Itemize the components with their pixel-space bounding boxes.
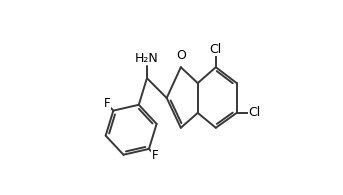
Text: F: F xyxy=(152,149,158,162)
Text: Cl: Cl xyxy=(248,106,260,119)
Text: Cl: Cl xyxy=(210,43,222,56)
Text: O: O xyxy=(176,49,186,62)
Text: F: F xyxy=(104,97,110,110)
Text: H₂N: H₂N xyxy=(135,52,159,65)
